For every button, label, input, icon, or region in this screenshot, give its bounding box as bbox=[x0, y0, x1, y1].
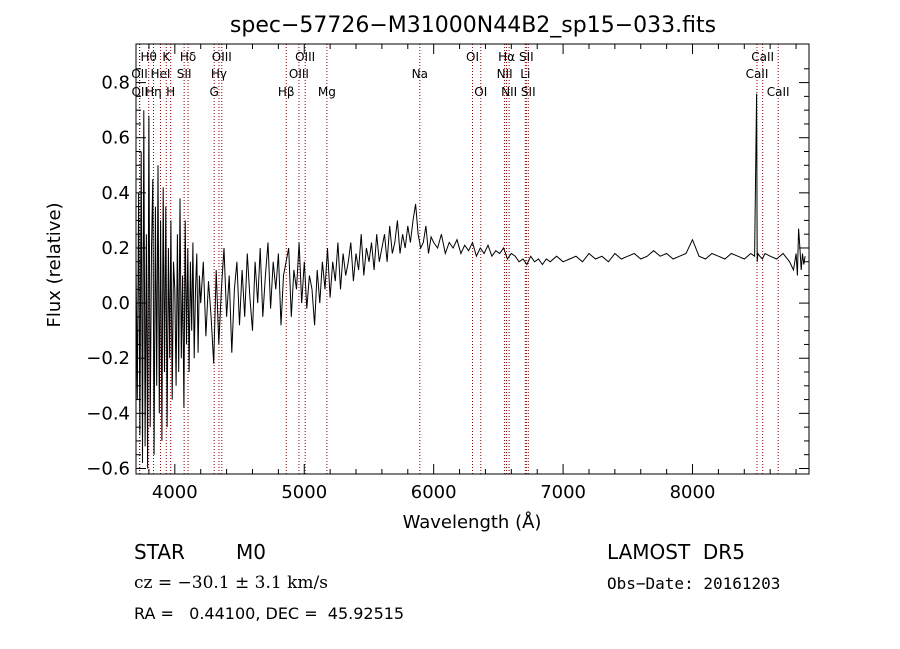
x-tick-label: 6000 bbox=[411, 482, 457, 503]
y-tick-label: 0.2 bbox=[101, 238, 130, 259]
spectral-line-label: Hα bbox=[498, 50, 515, 64]
redshift-value: cz = −30.1 ± 3.1 km/s bbox=[134, 573, 328, 593]
spectral-line-markers bbox=[138, 44, 779, 474]
spectral-line-label: Hβ bbox=[278, 85, 295, 99]
spectral-line-label: Hγ bbox=[211, 67, 227, 81]
spectral-line-label: SII bbox=[521, 85, 536, 99]
y-axis-ticks: −0.6 −0.4 −0.2 0.0 0.2 0.4 0.6 0.8 bbox=[86, 68, 809, 479]
y-tick-label: 0.8 bbox=[101, 73, 130, 94]
spectral-line-label: Mg bbox=[318, 85, 336, 99]
spectral-line-label: SII bbox=[177, 67, 192, 81]
y-axis-label: Flux (relative) bbox=[44, 202, 65, 327]
plot-frame bbox=[135, 43, 810, 475]
spectral-line-label: G bbox=[210, 85, 219, 99]
spectrum-line bbox=[135, 93, 806, 469]
x-axis-label: Wavelength (Å) bbox=[403, 511, 542, 533]
y-tick-label: 0.6 bbox=[101, 128, 130, 149]
spectral-line-label: NII bbox=[497, 67, 513, 81]
spectral-line-label: Na bbox=[412, 67, 428, 81]
spectral-line-label: OIII bbox=[295, 50, 315, 64]
survey-name: LAMOST DR5 bbox=[607, 540, 745, 564]
spectral-line-label: OI bbox=[474, 85, 487, 99]
y-tick-label: −0.2 bbox=[86, 348, 130, 369]
y-tick-label: −0.6 bbox=[86, 458, 130, 479]
spectral-line-label: Hθ bbox=[140, 50, 156, 64]
spectral-line-label: OIII bbox=[212, 50, 232, 64]
spectral-line-label: H bbox=[166, 85, 175, 99]
x-tick-label: 5000 bbox=[281, 482, 327, 503]
x-tick-label: 4000 bbox=[152, 482, 198, 503]
spectral-line-label: NII bbox=[501, 85, 517, 99]
spectral-line-label: OI bbox=[466, 50, 479, 64]
chart-title: spec−57726−M31000N44B2_sp15−033.fits bbox=[230, 13, 716, 38]
spectral-line-label: OIII bbox=[289, 67, 309, 81]
object-subclass: M0 bbox=[236, 540, 266, 564]
spectral-line-label: SII bbox=[519, 50, 534, 64]
y-tick-label: 0.0 bbox=[101, 293, 130, 314]
y-tick-label: 0.4 bbox=[101, 183, 130, 204]
x-axis-ticks: 4000 5000 6000 7000 8000 bbox=[148, 44, 797, 503]
spectral-line-label: CaII bbox=[751, 50, 774, 64]
spectral-line-label: OII bbox=[131, 67, 148, 81]
spectral-line-label: HeI bbox=[150, 67, 170, 81]
y-tick-label: −0.4 bbox=[86, 403, 130, 424]
object-class: STAR bbox=[134, 540, 185, 564]
x-tick-label: 7000 bbox=[540, 482, 586, 503]
coordinates: RA = 0.44100, DEC = 45.92515 bbox=[134, 604, 405, 623]
spectral-line-label: K bbox=[162, 50, 171, 64]
spectral-line-label: Hδ bbox=[180, 50, 196, 64]
observation-date: Obs−Date: 20161203 bbox=[607, 574, 781, 593]
spectral-line-label: Li bbox=[520, 67, 530, 81]
x-tick-label: 8000 bbox=[670, 482, 716, 503]
spectral-line-label: CaII bbox=[767, 85, 790, 99]
spectral-line-label: Hη bbox=[145, 85, 162, 99]
spectral-line-label: CaII bbox=[746, 67, 769, 81]
